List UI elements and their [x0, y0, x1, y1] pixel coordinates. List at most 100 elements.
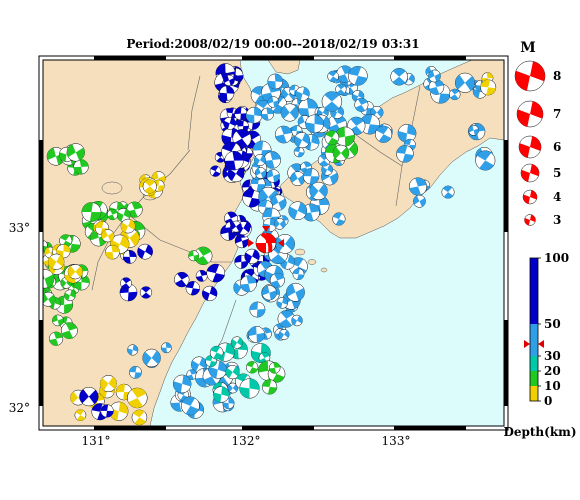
depth-tick-10: 10 — [544, 379, 561, 393]
focal-mechanism-ball — [413, 194, 426, 208]
focal-mechanism-ball — [468, 124, 480, 136]
focal-mechanism-ball — [273, 218, 286, 230]
focal-mechanism-ball — [194, 246, 213, 265]
magnitude-ball-5 — [520, 163, 540, 183]
focal-mechanism-ball — [390, 68, 408, 86]
depth-tick-0: 0 — [544, 394, 552, 408]
focal-mechanism-ball — [335, 83, 347, 95]
magnitude-label-5: 5 — [553, 166, 561, 180]
focal-mechanism-ball — [480, 79, 497, 96]
honshu-landmass — [267, 60, 301, 75]
focal-mechanism-ball — [105, 244, 120, 260]
focal-mechanism-ball — [275, 234, 295, 254]
focal-mechanism-ball — [142, 348, 161, 368]
depth-band-20-30 — [530, 356, 538, 371]
focal-mechanism-ball — [244, 248, 260, 265]
focal-mechanism-ball — [66, 143, 85, 162]
magnitude-label-3: 3 — [553, 213, 561, 227]
focal-mechanism-ball — [234, 107, 248, 121]
magnitude-label-8: 8 — [553, 69, 561, 83]
focal-mechanism-ball — [245, 106, 263, 124]
focal-mechanism-ball — [249, 301, 266, 318]
focal-mechanism-ball — [295, 86, 310, 101]
magnitude-label-6: 6 — [553, 140, 561, 154]
focal-mechanism-ball — [142, 179, 157, 194]
focal-mechanism-ball — [239, 275, 257, 293]
focal-mechanism-ball — [348, 66, 368, 86]
focal-mechanism-ball — [266, 169, 280, 183]
focal-mechanism-ball — [223, 74, 235, 87]
focal-mechanism-ball — [106, 208, 119, 221]
focal-mechanism-ball — [137, 243, 153, 260]
focal-mechanism-ball — [195, 269, 208, 282]
magnitude-label-4: 4 — [553, 190, 561, 204]
focal-mechanism-ball — [428, 79, 445, 95]
depth-band-30-50 — [530, 324, 538, 356]
focal-mechanism-ball — [321, 91, 343, 112]
focal-mechanism-ball — [109, 401, 129, 421]
focal-mechanism-ball — [230, 336, 244, 349]
focal-mechanism-ball — [237, 120, 249, 132]
focal-mechanism-ball — [302, 168, 320, 185]
focal-mechanism-ball — [81, 202, 102, 222]
focal-mechanism-ball — [120, 277, 132, 290]
focal-mechanism-ball — [99, 375, 117, 393]
focal-mechanism-ball — [267, 73, 284, 90]
magnitude-ball-3 — [524, 214, 536, 226]
focal-mechanism-ball — [245, 361, 259, 374]
focal-mechanism-ball — [428, 69, 441, 83]
focal-mechanism-ball — [172, 374, 192, 394]
focal-mechanism-ball — [160, 342, 172, 354]
focal-mechanism-ball — [131, 409, 148, 426]
focal-mechanism-ball — [209, 165, 222, 177]
depth-color-scale: 100 50 30 20 10 0 Depth(km) — [503, 251, 576, 439]
focal-mechanism-ball — [280, 103, 299, 122]
map-frame — [38, 55, 509, 431]
focal-mechanism-ball — [254, 167, 267, 179]
focal-mechanism-ball — [269, 272, 285, 288]
magnitude-ball-4 — [522, 189, 538, 205]
focal-mechanism-ball — [48, 331, 64, 346]
depth-tick-20: 20 — [544, 364, 561, 378]
focal-mechanism-ball — [100, 404, 114, 418]
focal-mechanism-ball — [219, 85, 235, 101]
focal-mechanism-ball — [274, 125, 293, 144]
focal-mechanism-ball — [127, 344, 139, 356]
focal-mechanism-ball — [291, 314, 303, 327]
focal-mechanism-ball — [449, 88, 461, 101]
focal-mechanism-ball — [292, 268, 305, 281]
focal-mechanism-ball — [209, 345, 224, 360]
focal-mechanism-ball — [253, 154, 266, 167]
focal-mechanism-ball — [127, 387, 148, 409]
focal-mechanism-ball — [475, 150, 496, 171]
focal-mechanism-ball — [286, 282, 305, 302]
focal-mechanism-ball — [122, 250, 137, 264]
focal-mechanism-ball — [79, 386, 99, 407]
focal-mechanism-ball — [101, 229, 115, 243]
focal-mechanism-ball — [129, 365, 142, 379]
lat-label-32: 32° — [9, 401, 30, 415]
depth-band-10-20 — [530, 371, 538, 386]
lon-label-133: 133° — [382, 434, 411, 448]
focal-mechanism-ball — [239, 378, 260, 399]
focal-mechanism-ball — [277, 310, 296, 328]
focal-mechanism-ball — [223, 116, 237, 130]
depth-marker-left — [524, 340, 530, 348]
magnitude-ball-7 — [516, 100, 544, 128]
magnitude-legend-title: M — [520, 40, 536, 56]
focal-mechanism-ball — [188, 250, 200, 262]
focal-mechanism-ball — [185, 281, 200, 296]
lon-label-131: 131° — [82, 434, 111, 448]
focal-mechanism-ball — [441, 185, 455, 199]
focal-mechanism-ball — [267, 96, 280, 108]
focal-mechanism-ball — [224, 150, 244, 171]
focal-mechanism-ball — [290, 171, 306, 187]
period-title: Period:2008/02/19 00:00--2018/02/19 03:3… — [126, 37, 419, 51]
focal-mechanism-ball — [67, 264, 83, 280]
focal-mechanism-ball — [293, 146, 305, 158]
focal-mechanism-ball — [327, 70, 339, 83]
focal-mechanism-ball — [52, 314, 64, 327]
focal-mechanism-ball — [59, 234, 73, 248]
focal-mechanism-ball — [397, 124, 417, 143]
